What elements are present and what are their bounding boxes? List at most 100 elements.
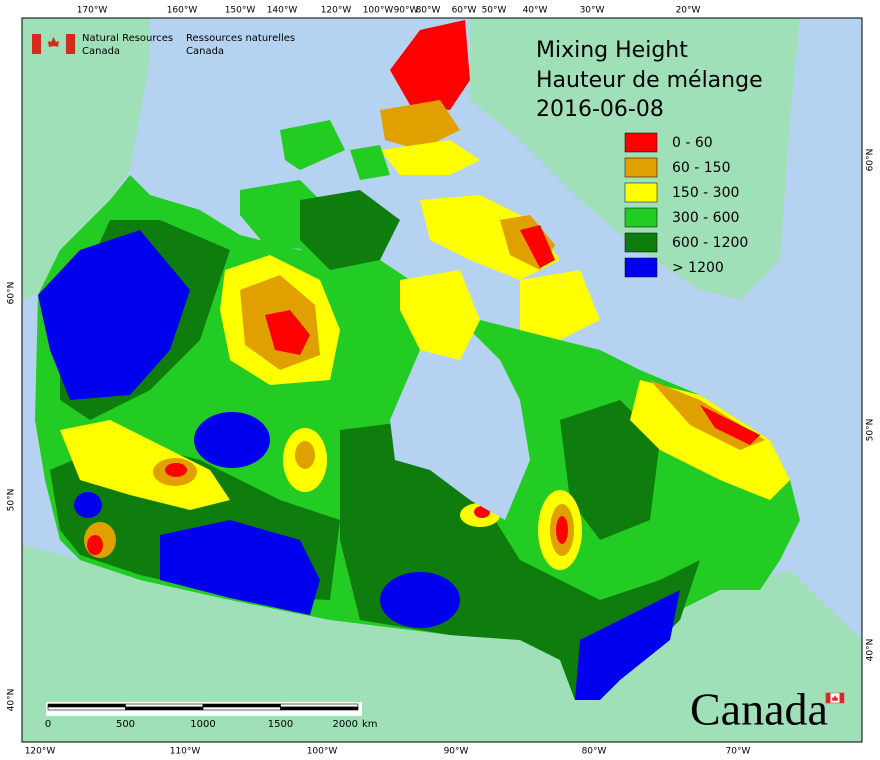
flag-band: [32, 34, 41, 54]
zone-blue: [380, 572, 460, 628]
arctic-island: [280, 120, 345, 170]
top-graticule-label: 30°W: [580, 6, 605, 16]
map-title: Mixing Height: [536, 38, 688, 63]
zone-red: [556, 516, 568, 544]
scale-unit: km: [362, 719, 378, 730]
canada-wordmark: Canada: [690, 684, 845, 735]
map-date: 2016-06-08: [536, 97, 664, 122]
top-graticule-label: 20°W: [676, 6, 701, 16]
top-graticule-label: 100°W: [363, 6, 394, 16]
left-graticule-label: 40°N: [7, 689, 17, 712]
legend-swatch: [624, 232, 658, 253]
baffin-island: [520, 270, 600, 340]
legend-swatch: [624, 257, 658, 278]
maple-leaf: [48, 37, 59, 47]
legend: 0 - 60 60 - 150 150 - 300 300 - 600 600 - 12…: [624, 132, 748, 278]
top-graticule-label: 90°W: [394, 6, 419, 16]
top-graticule-label: 50°W: [482, 6, 507, 16]
legend-label: 150 - 300: [672, 185, 739, 201]
bottom-graticule-label: 110°W: [170, 747, 201, 757]
top-graticule-label: 140°W: [267, 6, 298, 16]
wordmark: Canada: [690, 684, 828, 735]
right-graticule-label: 60°N: [866, 149, 876, 172]
arctic-island: [380, 100, 460, 150]
zone-red: [265, 310, 310, 355]
arctic-island: [390, 20, 470, 110]
scale-segment: [125, 706, 204, 711]
scale-segment: [202, 703, 281, 708]
wordmark-leaf: [832, 695, 838, 701]
alaska: [22, 18, 150, 300]
scale-label: 500: [116, 719, 135, 730]
agency-fr: Canada: [186, 46, 224, 57]
arctic-island: [350, 145, 390, 180]
zone-dark-green: [560, 400, 660, 540]
legend-label: 0 - 60: [672, 135, 713, 151]
zone-yellow: [630, 380, 790, 500]
bottom-graticule-label: 120°W: [25, 747, 56, 757]
legend-swatch: [624, 182, 658, 203]
legend-label: 300 - 600: [672, 210, 739, 226]
right-graticule-label: 50°N: [866, 419, 876, 442]
scale-segment: [125, 703, 204, 708]
zone-yellow: [60, 420, 230, 510]
zone-blue: [160, 520, 320, 615]
graticule-labels: 170°W 160°W 150°W 140°W 120°W 100°W 90°W80°W 60…: [7, 6, 876, 757]
top-graticule-label: 60°W: [452, 6, 477, 16]
zone-blue: [38, 230, 190, 400]
scale-segment: [47, 703, 126, 708]
scale-label: 2000: [333, 719, 358, 730]
united-states: [22, 545, 862, 742]
legend-label: > 1200: [672, 260, 724, 276]
scale-label: 0: [45, 719, 51, 730]
scale-segment: [280, 706, 359, 711]
arctic-island: [400, 270, 480, 360]
top-graticule-label: 160°W: [167, 6, 198, 16]
zone-red: [700, 405, 760, 445]
legend-label: 600 - 1200: [672, 235, 748, 251]
top-graticule-label: 170°W: [77, 6, 108, 16]
arctic-island: [380, 140, 480, 175]
left-graticule-label: 60°N: [7, 282, 17, 305]
map-title: Hauteur de mélange: [536, 68, 763, 93]
zone-blue: [575, 590, 680, 700]
zone-red: [87, 535, 103, 555]
wordmark-flag: [826, 693, 831, 703]
scale-label: 1000: [190, 719, 215, 730]
legend-swatch: [624, 157, 658, 178]
scale-label: 1500: [268, 719, 293, 730]
legend-swatch: [624, 132, 658, 153]
agency-en: Natural Resources: [82, 33, 173, 44]
zone-blue: [194, 412, 270, 468]
agency: Natural Resources Canada Ressources natu…: [32, 33, 295, 57]
scale-bar: 0 500 1000 1500 2000 km: [45, 702, 378, 730]
map-body: [22, 18, 862, 742]
scale-segment: [280, 703, 359, 708]
zone-orange: [295, 441, 315, 469]
bottom-graticule-label: 80°W: [582, 747, 607, 757]
zone-blue: [74, 492, 102, 518]
flag-band: [66, 34, 75, 54]
map-frame: [21, 17, 863, 743]
hudson-bay: [390, 330, 530, 520]
scale-segment: [47, 706, 126, 711]
agency-en: Canada: [82, 46, 120, 57]
bottom-graticule-label: 70°W: [726, 747, 751, 757]
top-graticule-label: 40°W: [523, 6, 548, 16]
right-graticule-label: 40°N: [866, 639, 876, 662]
agency-fr: Ressources naturelles: [186, 33, 295, 44]
zone-red: [165, 463, 187, 477]
legend-label: 60 - 150: [672, 160, 731, 176]
bottom-graticule-label: 100°W: [307, 747, 338, 757]
left-graticule-label: 50°N: [7, 489, 17, 512]
baffin-island: [520, 225, 555, 268]
scale-segment: [202, 706, 281, 711]
top-graticule-label: 80°W: [416, 6, 441, 16]
arctic-island: [300, 190, 400, 270]
top-graticule-label: 150°W: [225, 6, 256, 16]
legend-swatch: [624, 207, 658, 228]
top-graticule-label: 120°W: [321, 6, 352, 16]
wordmark-flag: [839, 693, 844, 703]
bottom-graticule-label: 90°W: [444, 747, 469, 757]
